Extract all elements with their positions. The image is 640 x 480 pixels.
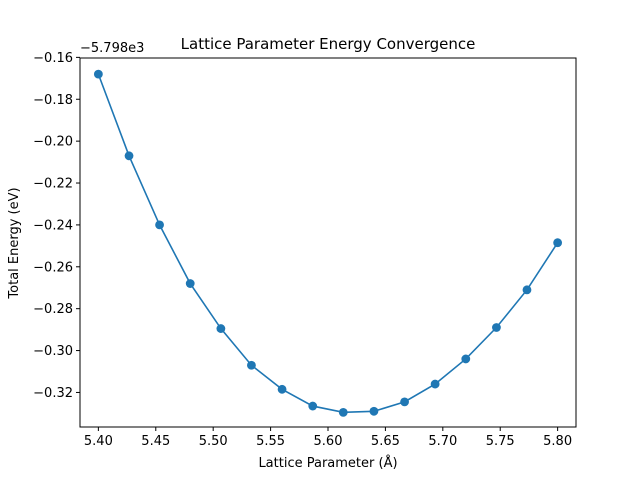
x-tick-label: 5.75 — [486, 434, 515, 449]
data-point — [369, 406, 379, 416]
x-tick-label: 5.45 — [141, 434, 170, 449]
y-tick-label: −0.20 — [33, 135, 73, 150]
x-axis: 5.40 5.45 5.50 5.55 5.60 5.65 5.70 5.75 5.80 — [84, 427, 572, 449]
y-tick-label: −0.16 — [33, 51, 73, 66]
y-tick-label: −0.26 — [33, 260, 73, 275]
y-tick-label: −0.18 — [33, 93, 73, 108]
x-tick-label: 5.60 — [314, 434, 343, 449]
data-point — [430, 379, 440, 389]
data-point — [522, 285, 532, 295]
y-tick-label: −0.24 — [33, 218, 73, 233]
data-point — [93, 69, 103, 79]
x-tick-label: 5.70 — [428, 434, 457, 449]
series-layer — [93, 69, 563, 417]
data-point — [338, 407, 348, 417]
x-tick-label: 5.55 — [256, 434, 285, 449]
data-point — [400, 397, 409, 407]
data-point — [216, 324, 226, 333]
chart-title: Lattice Parameter Energy Convergence — [181, 35, 476, 53]
x-tick-label: 5.50 — [199, 434, 228, 449]
data-point — [155, 220, 164, 230]
data-point — [124, 151, 134, 161]
y-axis-label: Total Energy (eV) — [7, 187, 22, 299]
data-point — [247, 360, 256, 370]
x-tick-label: 5.65 — [371, 434, 400, 449]
data-point — [308, 401, 318, 411]
plot-area — [79, 57, 577, 428]
y-tick-label: −0.28 — [33, 302, 73, 317]
data-point — [461, 354, 471, 364]
y-tick-label: −0.30 — [33, 344, 73, 359]
data-point — [277, 384, 287, 394]
series-line — [97, 73, 559, 414]
y-tick-label: −0.32 — [33, 386, 73, 401]
x-axis-label: Lattice Parameter (Å) — [258, 455, 397, 471]
plot-frame — [79, 57, 577, 428]
data-point — [553, 238, 563, 248]
x-tick-label: 5.40 — [84, 434, 113, 449]
y-tick-label: −0.22 — [33, 177, 73, 192]
x-tick-label: 5.80 — [543, 434, 572, 449]
data-point — [492, 323, 501, 332]
y-offset-label: −5.798e3 — [80, 41, 144, 56]
data-point — [185, 279, 195, 288]
y-axis: −0.16 −0.18 −0.20 −0.22 −0.24 −0.26 −0.28 −0.30… — [33, 51, 80, 401]
